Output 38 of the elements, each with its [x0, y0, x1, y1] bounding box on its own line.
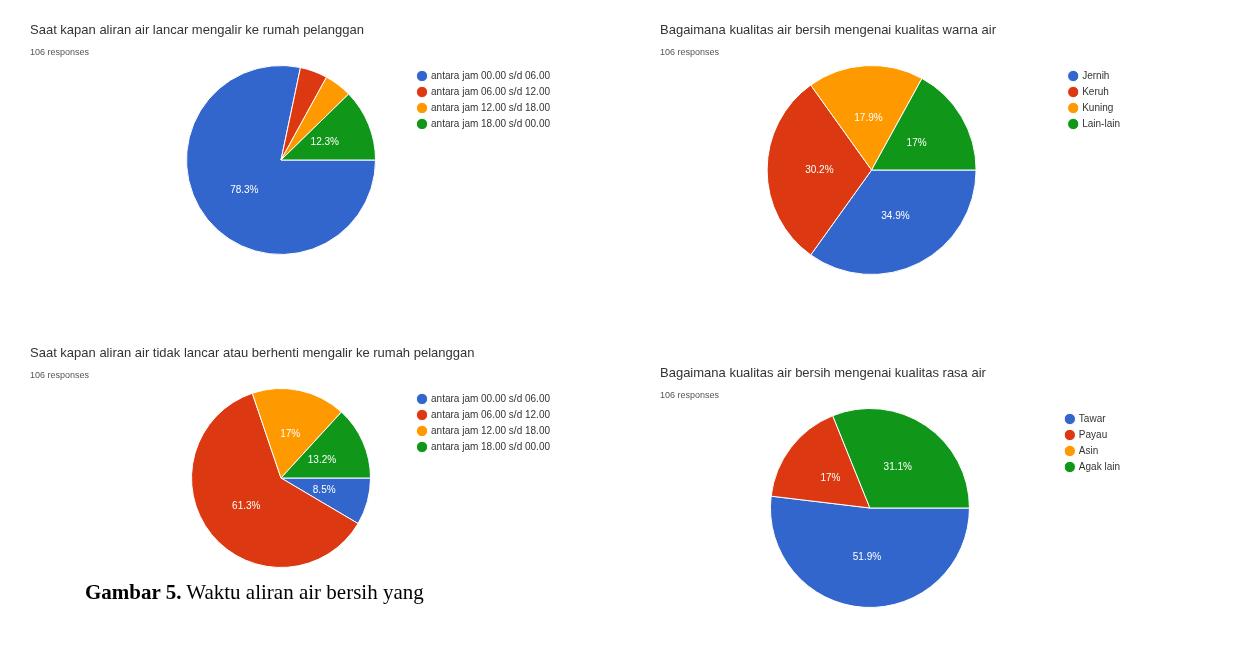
text: 106 responses — [660, 47, 721, 57]
data-label: 51.9% — [852, 551, 882, 563]
data-label: 8.5% — [312, 483, 336, 495]
legend-label: antara jam 12.00 s/d 18.00 — [431, 101, 551, 113]
text: 106 responses — [30, 370, 91, 380]
legend-label: Asin — [1078, 444, 1099, 456]
legend-label: antara jam 12.00 s/d 18.00 — [431, 424, 551, 436]
data-label: 17% — [820, 471, 841, 483]
data-label: 30.2% — [805, 163, 834, 175]
legend-label: Agak lain — [1078, 460, 1120, 472]
text: Gambar 5. Waktu aliran air bersih yang — [85, 580, 424, 605]
chart-title: Bagaimana kualitas air bersih mengenai kualitas rasa air — [660, 365, 987, 380]
data-label: 12.3% — [310, 135, 340, 147]
legend-label: Keruh — [1082, 85, 1109, 97]
data-label: 34.9% — [881, 210, 910, 222]
legend-label: Payau — [1078, 428, 1108, 440]
chart-title: Saat kapan aliran air lancar mengalir ke rumah pelanggan — [30, 22, 365, 37]
legend-label: antara jam 00.00 s/d 06.00 — [431, 392, 551, 404]
data-label: 17% — [906, 137, 927, 149]
legend-label: antara jam 18.00 s/d 00.00 — [431, 117, 551, 129]
legend-label: antara jam 06.00 s/d 12.00 — [431, 85, 551, 97]
legend-label: Kuning — [1082, 101, 1114, 113]
data-label: 17.9% — [854, 111, 883, 123]
data-label: 13.2% — [307, 453, 337, 465]
data-label: 78.3% — [230, 183, 259, 195]
legend-label: antara jam 06.00 s/d 12.00 — [431, 408, 551, 420]
text: 106 responses — [660, 390, 721, 400]
data-label: 17% — [280, 427, 301, 439]
text: 106 responses — [30, 47, 91, 57]
legend-label: antara jam 18.00 s/d 00.00 — [431, 440, 551, 452]
legend-label: Jernih — [1082, 69, 1110, 81]
legend-label: Tawar — [1078, 412, 1107, 424]
chart-title: Saat kapan aliran air tidak lancar atau berhenti mengalir ke rumah pelanggan — [30, 345, 476, 360]
legend-label: antara jam 00.00 s/d 06.00 — [431, 69, 551, 81]
data-label: 31.1% — [883, 460, 913, 472]
chart-title: Bagaimana kualitas air bersih mengenai kualitas warna air — [660, 22, 997, 37]
legend-label: Lain-lain — [1082, 117, 1121, 129]
data-label: 61.3% — [232, 499, 261, 511]
